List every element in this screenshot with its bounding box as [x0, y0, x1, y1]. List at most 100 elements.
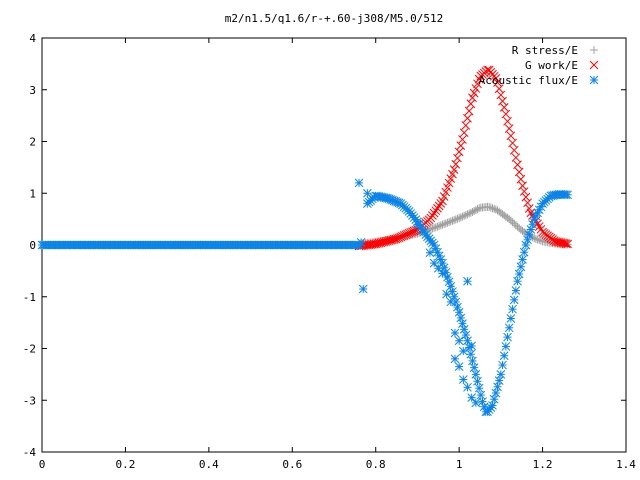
- data-point: [503, 332, 512, 342]
- data-point: [526, 225, 536, 234]
- data-point: [534, 222, 544, 231]
- data-point: [383, 236, 392, 246]
- x-tick-label-0: 0: [39, 458, 46, 471]
- data-point: [456, 213, 465, 222]
- data-point: [496, 90, 506, 100]
- axis-ticks: 0 0.2 0.4 0.6 0.8 1 1.2 1.4 -4 -3 -2 -1 0 1 2 3 4: [23, 32, 637, 471]
- data-point: [431, 206, 441, 216]
- data-point: [506, 131, 516, 141]
- outlier-point: [425, 248, 435, 258]
- outlier-points: [354, 178, 481, 408]
- data-point: [514, 167, 524, 177]
- data-point: [448, 169, 457, 179]
- outlier-point: [450, 328, 460, 338]
- x-tick-label-6: 1.2: [533, 458, 553, 471]
- data-point: [458, 135, 467, 144]
- data-point: [431, 223, 440, 232]
- legend-label-2: Acoustic flux/E: [479, 74, 578, 87]
- data-point: [473, 205, 482, 214]
- data-point: [485, 203, 494, 212]
- data-point: [499, 102, 509, 112]
- data-point: [448, 216, 457, 225]
- data-point: [460, 211, 469, 220]
- data-point: [443, 272, 452, 282]
- data-point: [389, 235, 399, 244]
- data-point: [458, 319, 467, 329]
- data-point: [519, 187, 529, 196]
- data-point: [379, 237, 389, 247]
- data-point: [445, 218, 454, 227]
- data-point: [486, 203, 495, 212]
- data-point: [451, 159, 461, 169]
- outlier-point: [471, 398, 481, 408]
- data-point: [463, 113, 472, 123]
- data-point: [455, 214, 464, 223]
- data-point: [446, 282, 456, 291]
- outlier-point: [358, 284, 368, 294]
- data-point: [378, 237, 387, 247]
- data-marks: [37, 65, 572, 417]
- data-point: [446, 174, 456, 183]
- data-point: [468, 93, 477, 103]
- data-point: [519, 247, 529, 257]
- data-point: [450, 216, 459, 225]
- data-point: [454, 147, 464, 157]
- y-tick-label-7: 3: [29, 84, 36, 97]
- data-point: [524, 230, 534, 240]
- data-point: [441, 219, 450, 228]
- data-point: [428, 224, 437, 233]
- data-point: [526, 208, 536, 218]
- data-point: [443, 183, 452, 192]
- data-point: [443, 218, 452, 227]
- outlier-point: [458, 375, 468, 384]
- data-point: [530, 234, 539, 243]
- data-point: [516, 174, 526, 184]
- data-point: [464, 106, 474, 116]
- outlier-point: [438, 269, 447, 278]
- data-point: [458, 212, 467, 221]
- data-point: [438, 258, 447, 268]
- data-point: [428, 211, 437, 220]
- data-point: [531, 234, 540, 243]
- y-tick-label-6: 2: [29, 136, 36, 149]
- data-point: [558, 238, 567, 248]
- data-point: [465, 209, 474, 218]
- data-point: [439, 192, 449, 201]
- data-point: [535, 236, 544, 245]
- data-point: [523, 198, 532, 208]
- data-point: [461, 330, 471, 340]
- outlier-point: [356, 238, 366, 247]
- data-point: [430, 223, 439, 232]
- data-point: [469, 363, 479, 373]
- data-point: [435, 222, 444, 231]
- data-point: [446, 217, 455, 226]
- data-point: [491, 388, 501, 398]
- data-point: [459, 128, 469, 138]
- data-point: [508, 304, 517, 314]
- data-point: [518, 255, 527, 264]
- data-point: [436, 221, 445, 230]
- data-point: [466, 99, 476, 109]
- data-point: [453, 153, 462, 163]
- data-point: [549, 236, 559, 246]
- y-tick-label-4: 0: [29, 239, 36, 252]
- data-point: [453, 302, 462, 312]
- chart-title: m2/n1.5/q1.6/r-+.60-j308/M5.0/512: [225, 12, 444, 25]
- data-point: [503, 116, 512, 126]
- data-point: [369, 239, 379, 249]
- data-point: [469, 88, 479, 98]
- data-point: [514, 269, 524, 279]
- data-point: [459, 324, 469, 334]
- data-point: [376, 238, 386, 248]
- data-point: [493, 78, 502, 87]
- data-point: [386, 235, 396, 245]
- outlier-point: [463, 276, 472, 286]
- data-point: [449, 292, 459, 302]
- outlier-point: [429, 258, 439, 268]
- outlier-point: [467, 393, 477, 403]
- data-point: [433, 222, 442, 231]
- data-point: [521, 192, 531, 202]
- x-tick-label-2: 0.4: [199, 458, 219, 471]
- outlier-point: [454, 336, 464, 346]
- y-tick-label-5: 1: [29, 187, 36, 200]
